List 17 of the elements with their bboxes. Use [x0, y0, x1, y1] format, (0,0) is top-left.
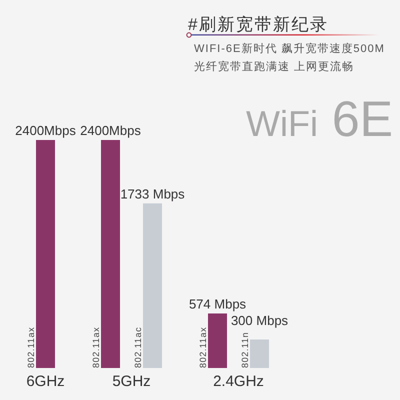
data-label: 2400Mbps — [80, 123, 141, 138]
category-label: 5GHz — [112, 373, 151, 390]
data-label: 1733 Mbps — [120, 186, 185, 202]
title: #刷新宽带新纪录 — [188, 15, 328, 34]
subtitle: WIFI-6E新时代 飙升宽带速度500M — [194, 43, 385, 55]
data-label: 574 Mbps — [188, 296, 246, 312]
annotation: 光纤宽带直跑满速 上网更流畅 — [194, 61, 354, 73]
series-name: 802.11ac — [133, 326, 143, 368]
annotation: WiFi 6E — [246, 91, 394, 147]
series-name: 802.11ax — [26, 326, 36, 368]
category-label: 2.4GHz — [213, 373, 264, 390]
data-label: 2400Mbps — [15, 123, 76, 138]
category-label: 6GHz — [26, 373, 65, 390]
series-name: 802.11n — [240, 332, 250, 368]
series-name: 802.11ax — [91, 326, 101, 368]
series-name: 802.11ax — [198, 326, 208, 368]
data-label: 300 Mbps — [230, 312, 288, 328]
